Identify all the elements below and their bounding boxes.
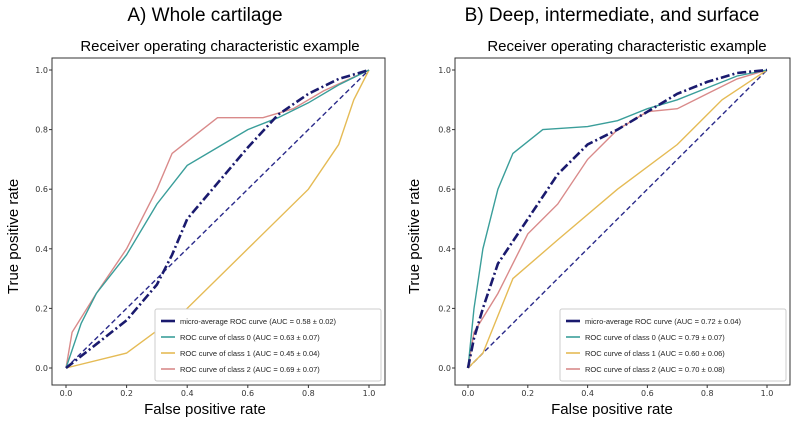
legend-label: micro-average ROC curve (AUC = 0.72 ± 0.… [585, 317, 742, 326]
x-tick-label: 0.2 [120, 389, 133, 398]
x-tick-label: 1.0 [761, 389, 774, 398]
series-line-2 [65, 69, 370, 369]
chart-title: Receiver operating characteristic exampl… [80, 38, 359, 55]
x-tick-label: 0.6 [641, 389, 654, 398]
y-tick-label: 0.8 [438, 126, 451, 135]
x-axis-label: False positive rate [144, 401, 266, 418]
legend [154, 308, 382, 382]
series-line-3 [467, 69, 768, 369]
legend-label: ROC curve of class 0 (AUC = 0.79 ± 0.07) [585, 333, 725, 342]
x-tick-label: 0.0 [462, 389, 475, 398]
chart-panel-0: A) Whole cartilage Receiver operating cha… [5, 5, 386, 418]
y-axis-label: True positive rate [406, 179, 423, 294]
y-tick-label: 1.0 [35, 66, 48, 75]
y-tick-label: 0.4 [35, 245, 48, 254]
x-tick-label: 0.0 [60, 389, 73, 398]
series-line-1 [65, 69, 370, 369]
panel-title: A) Whole cartilage [127, 5, 282, 26]
legend-label: ROC curve of class 1 (AUC = 0.60 ± 0.06) [585, 349, 725, 358]
legend-label: ROC curve of class 0 (AUC = 0.63 ± 0.07) [180, 333, 320, 342]
y-tick-label: 0.6 [35, 185, 48, 194]
y-tick-label: 0.4 [438, 245, 451, 254]
y-tick-label: 0.2 [35, 304, 48, 313]
chart-title: Receiver operating characteristic exampl… [487, 38, 766, 55]
series-line-4 [65, 69, 370, 369]
series-line-4 [467, 69, 768, 369]
y-tick-label: 0.2 [438, 304, 451, 313]
series-line-2 [467, 69, 768, 369]
x-tick-label: 1.0 [363, 389, 376, 398]
y-tick-label: 1.0 [438, 66, 451, 75]
legend-label: ROC curve of class 1 (AUC = 0.45 ± 0.04) [180, 349, 320, 358]
legend [559, 308, 787, 382]
y-tick-label: 0.0 [438, 364, 451, 373]
x-tick-label: 0.4 [181, 389, 194, 398]
y-axis-label: True positive rate [5, 179, 22, 294]
x-tick-label: 0.8 [701, 389, 714, 398]
series-line-0 [466, 68, 768, 369]
x-tick-label: 0.6 [241, 389, 254, 398]
chart-panel-1: B) Deep, intermediate, and surface Receiv… [406, 5, 791, 418]
y-tick-label: 0.6 [438, 185, 451, 194]
y-tick-label: 0.8 [35, 126, 48, 135]
x-tick-label: 0.8 [302, 389, 315, 398]
series-line-1 [467, 69, 768, 369]
legend-label: ROC curve of class 2 (AUC = 0.70 ± 0.08) [585, 365, 725, 374]
y-tick-label: 0.0 [35, 364, 48, 373]
series-line-0 [65, 68, 370, 370]
x-axis-label: False positive rate [551, 401, 673, 418]
legend-label: ROC curve of class 2 (AUC = 0.69 ± 0.07) [180, 365, 320, 374]
panel-title: B) Deep, intermediate, and surface [465, 5, 760, 26]
x-tick-label: 0.2 [521, 389, 534, 398]
legend-label: micro-average ROC curve (AUC = 0.58 ± 0.… [180, 317, 337, 326]
x-tick-label: 0.4 [581, 389, 594, 398]
